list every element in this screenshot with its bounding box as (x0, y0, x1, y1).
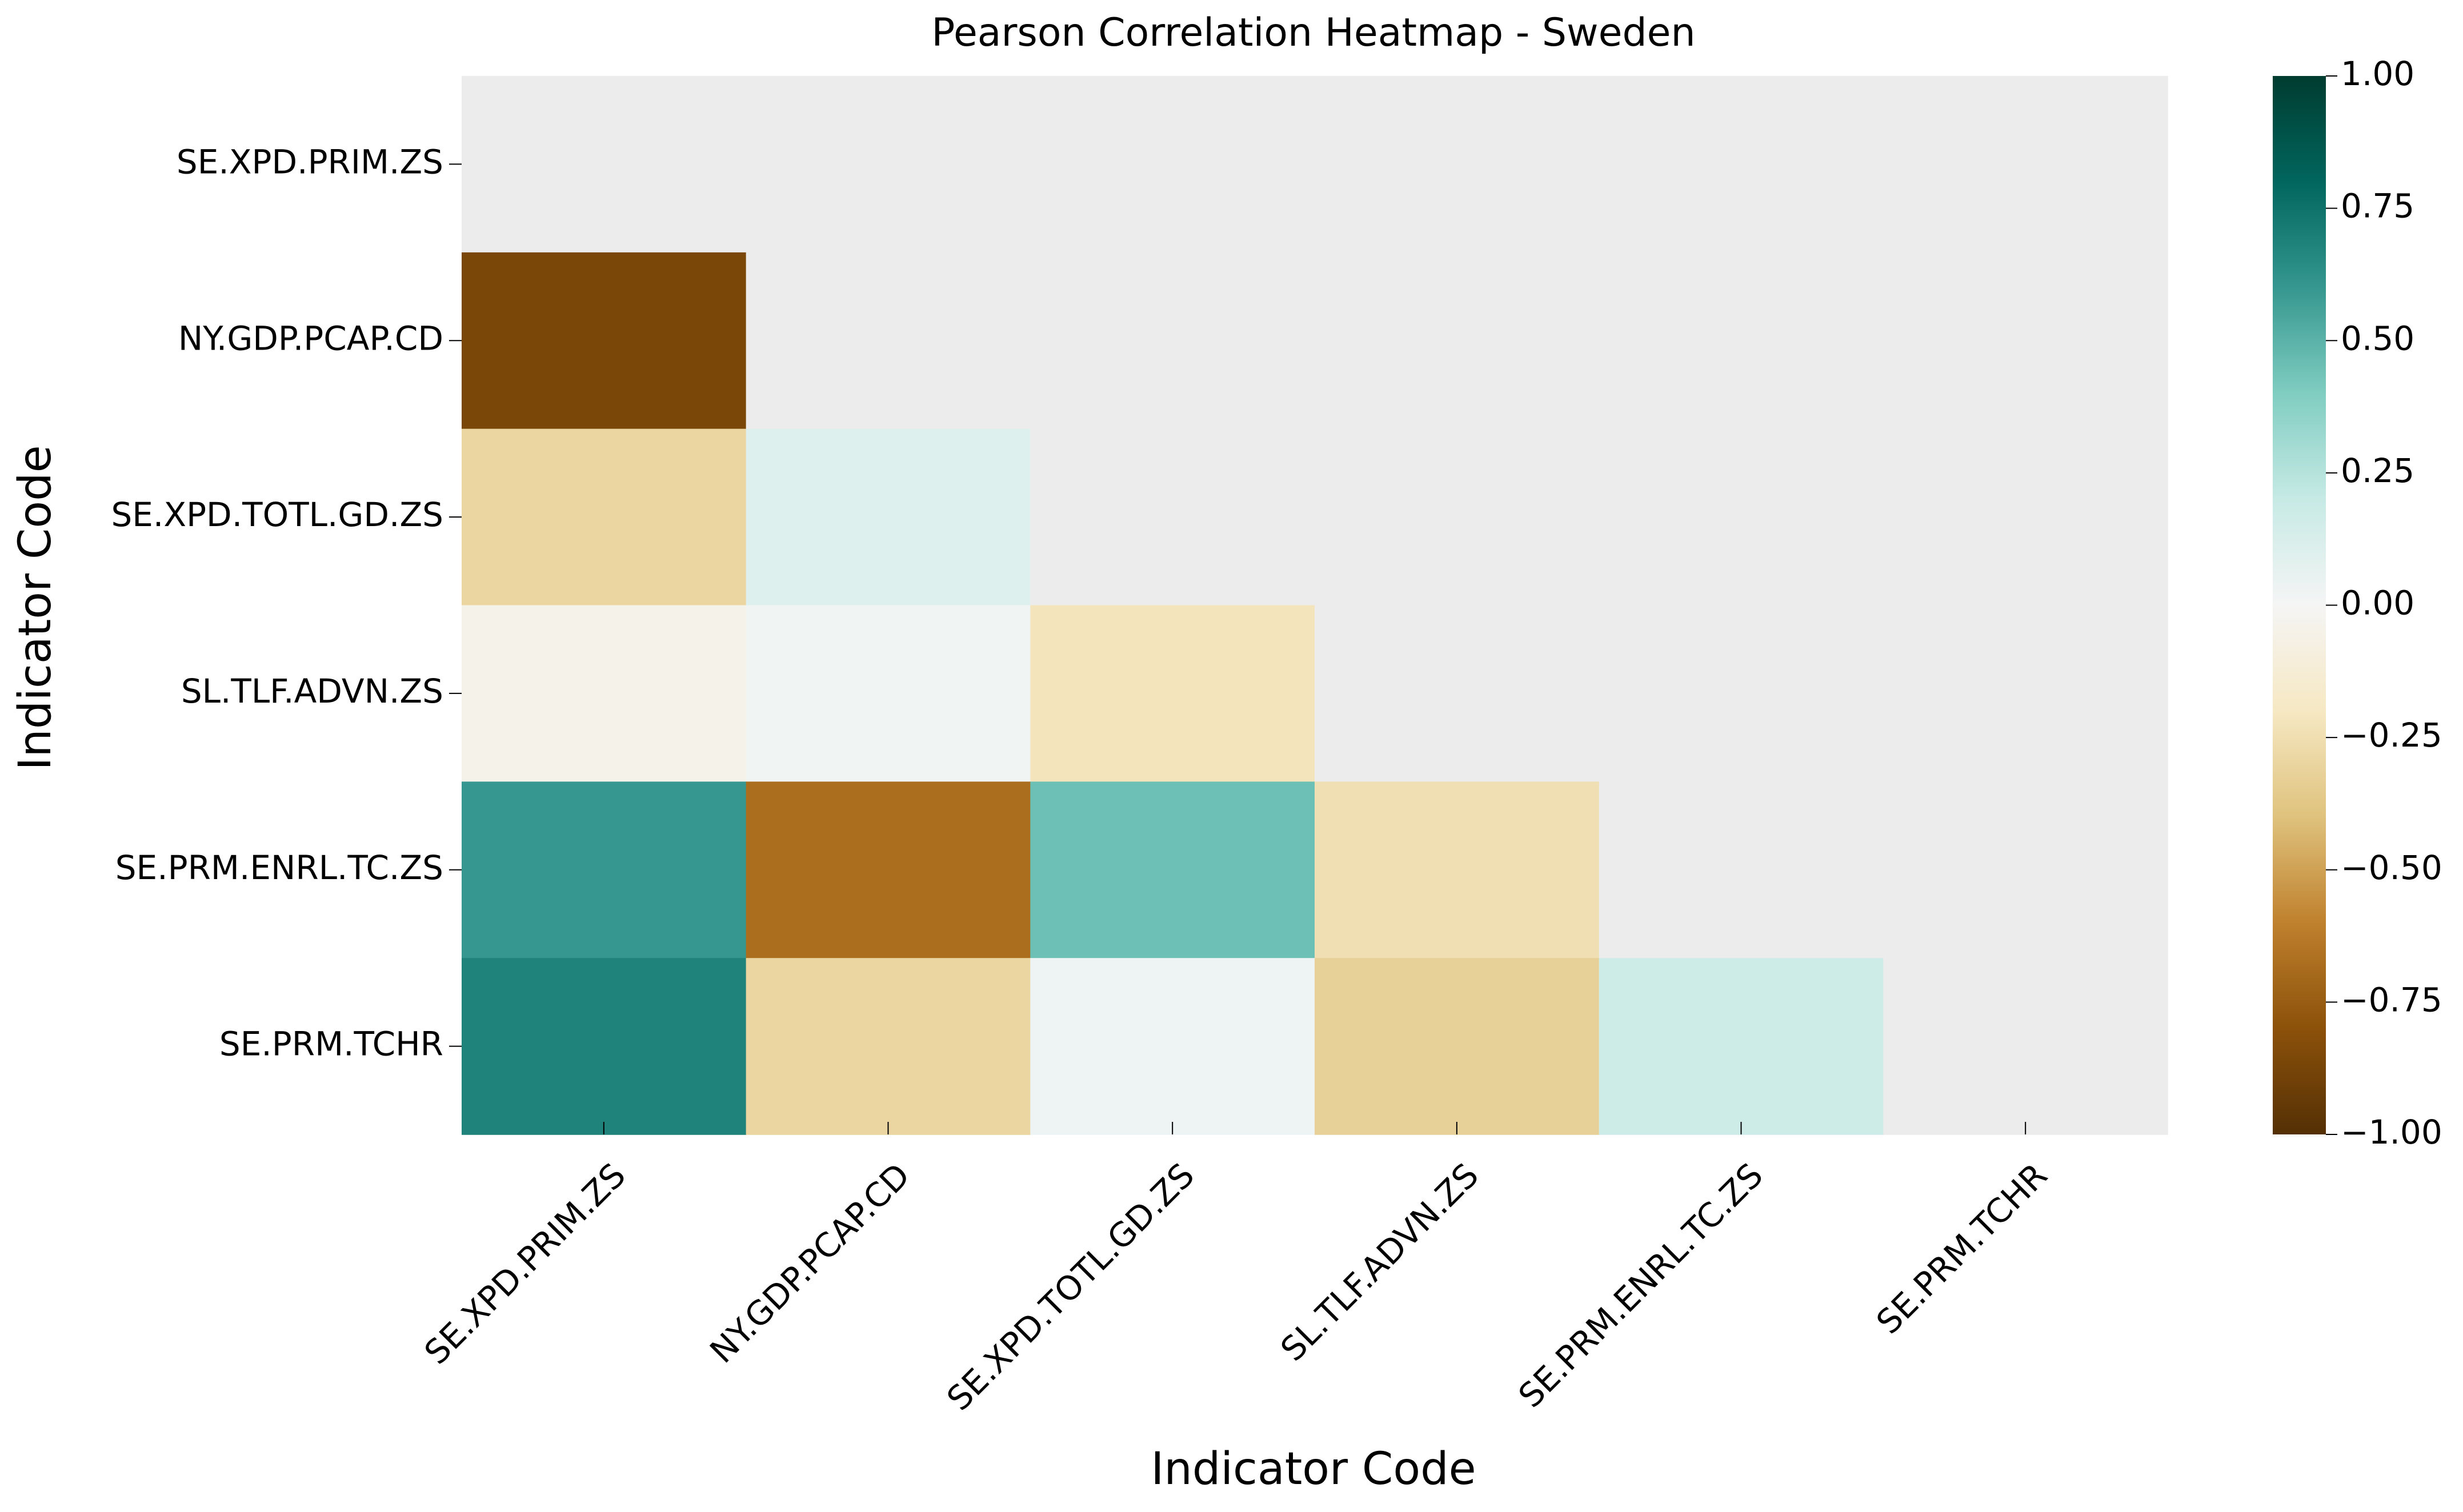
y-tick-label: NY.GDP.PCAP.CD (178, 319, 443, 358)
masked-cell (1883, 76, 2168, 253)
heatmap-cell (462, 428, 747, 606)
heatmap-cell (1030, 605, 1315, 783)
x-tick-label: SE.XPD.TOTL.GD.ZS (939, 1156, 1202, 1418)
masked-cell (1883, 781, 2168, 958)
masked-cell (1315, 428, 1600, 606)
heatmap-cell (1030, 781, 1315, 958)
chart-title: Pearson Correlation Heatmap - Sweden (931, 10, 1695, 55)
masked-cell (1599, 76, 1884, 253)
heatmap-cell (746, 605, 1031, 783)
heatmap-cell (746, 428, 1031, 606)
masked-cell (1315, 605, 1600, 783)
colorbar-tick-label: −0.75 (2341, 980, 2442, 1019)
heatmap-cell (462, 252, 747, 430)
colorbar-ticks: 1.00 0.75 0.50 0.25 0.00 −0.25 −0.50 −0.75 −1.00 (2326, 54, 2442, 1152)
heatmap-cell (462, 958, 747, 1135)
x-tick-label: SE.PRM.ENRL.TC.ZS (1511, 1156, 1771, 1415)
y-tick-label: SE.XPD.PRIM.ZS (177, 143, 443, 182)
masked-cell (1883, 605, 2168, 783)
masked-cell (746, 76, 1031, 253)
colorbar-tick-label: −1.00 (2341, 1113, 2442, 1152)
y-tick-label: SL.TLF.ADVN.ZS (181, 672, 443, 711)
masked-cell (1030, 252, 1315, 430)
x-tick-label: SE.XPD.PRIM.ZS (417, 1156, 633, 1371)
masked-cell (1599, 252, 1884, 430)
colorbar-tick-label: 0.25 (2341, 451, 2414, 490)
heatmap-cells (462, 76, 2168, 1135)
heatmap-cell (1030, 958, 1315, 1135)
x-tick-label: NY.GDP.PCAP.CD (702, 1156, 917, 1370)
masked-cell (1883, 958, 2168, 1135)
masked-cell (1315, 76, 1600, 253)
colorbar-tick-label: 1.00 (2341, 54, 2414, 93)
masked-cell (746, 252, 1031, 430)
masked-cell (1030, 428, 1315, 606)
heatmap-cell (1315, 781, 1600, 958)
colorbar-tick-label: −0.25 (2341, 716, 2442, 755)
colorbar-tick-label: 0.75 (2341, 187, 2414, 226)
masked-cell (1315, 252, 1600, 430)
masked-cell (1599, 605, 1884, 783)
masked-cell (1599, 781, 1884, 958)
heatmap-cell (1599, 958, 1884, 1135)
x-axis-label: Indicator Code (1151, 1443, 1476, 1495)
y-axis-ticks: SE.XPD.PRIM.ZS NY.GDP.PCAP.CD SE.XPD.TOTL.… (111, 143, 462, 1064)
masked-cell (1030, 76, 1315, 253)
colorbar-tick-label: 0.00 (2341, 584, 2414, 623)
heatmap-cell (462, 605, 747, 783)
colorbar-tick-label: 0.50 (2341, 319, 2414, 358)
x-axis-ticks: SE.XPD.PRIM.ZS NY.GDP.PCAP.CD SE.XPD.TOTL.… (417, 1122, 2054, 1418)
y-tick-label: SE.PRM.ENRL.TC.ZS (115, 848, 443, 887)
masked-cell (1599, 428, 1884, 606)
x-tick-label: SE.PRM.TCHR (1869, 1156, 2054, 1341)
heatmap-cell (462, 781, 747, 958)
y-axis-label: Indicator Code (10, 445, 61, 770)
masked-cell (1883, 252, 2168, 430)
heatmap-cell (1315, 958, 1600, 1135)
heatmap-cell (746, 958, 1031, 1135)
heatmap-cell (746, 781, 1031, 958)
colorbar-tick-label: −0.50 (2341, 848, 2442, 887)
y-tick-label: SE.PRM.TCHR (219, 1025, 443, 1064)
x-tick-label: SL.TLF.ADVN.ZS (1273, 1156, 1486, 1369)
y-tick-label: SE.XPD.TOTL.GD.ZS (111, 495, 443, 534)
colorbar (2273, 76, 2326, 1134)
masked-cell (462, 76, 747, 253)
masked-cell (1883, 428, 2168, 606)
